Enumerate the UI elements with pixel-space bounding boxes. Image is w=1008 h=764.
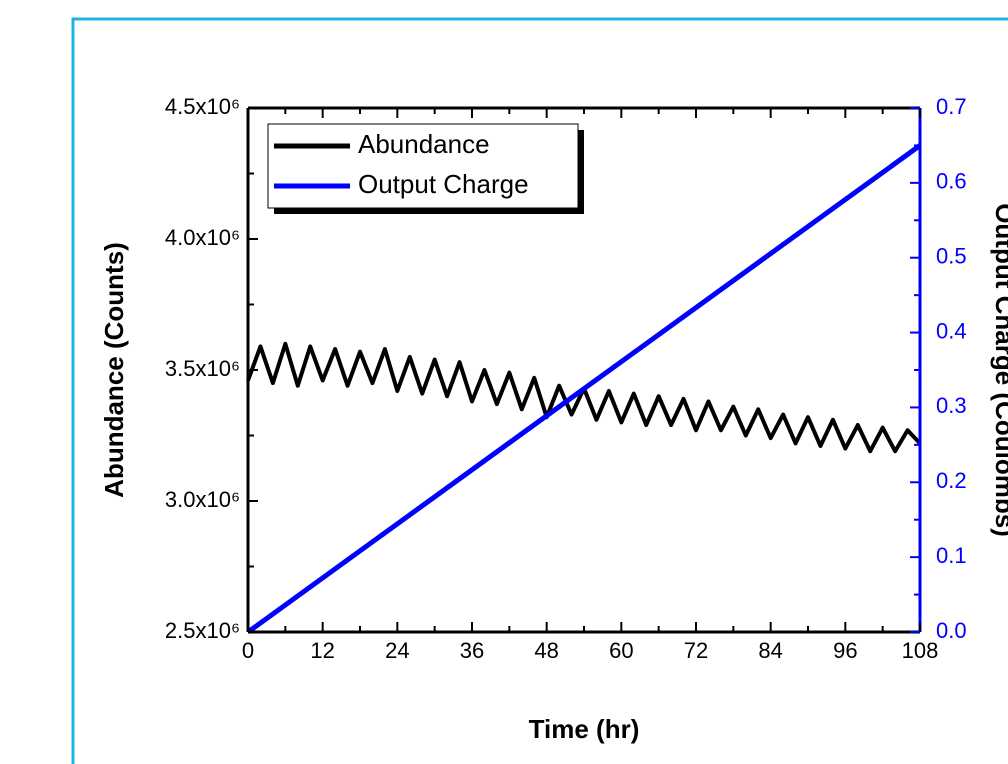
x-tick-label: 48 [534,638,558,663]
x-tick-label: 36 [460,638,484,663]
data-line [246,341,922,454]
y-tick-label: 3.0x10⁶ [165,487,240,512]
x-tick-label: 108 [902,638,939,663]
y2-tick-label: 0.4 [936,318,967,343]
y-tick-label: 2.5x10⁶ [165,618,240,643]
x-tick-label: 24 [385,638,409,663]
y2-axis-label: Output Charge (Coulombs) [990,203,1008,537]
y2-tick-label: 0.7 [936,94,967,119]
y-axis-label: Abundance (Counts) [99,242,129,498]
y2-tick-label: 0.6 [936,169,967,194]
y2-tick-label: 0.5 [936,244,967,269]
y2-tick-label: 0.1 [936,543,967,568]
x-tick-label: 12 [310,638,334,663]
x-tick-label: 84 [758,638,782,663]
x-tick-label: 60 [609,638,633,663]
x-tick-label: 96 [833,638,857,663]
y2-tick-label: 0.3 [936,393,967,418]
legend-label: Abundance [358,129,490,159]
x-tick-label: 72 [684,638,708,663]
legend-box [267,123,579,209]
x-tick-label: 0 [242,638,254,663]
data-line [246,143,922,635]
y-tick-label: 4.0x10⁶ [165,225,240,250]
y-tick-label: 4.5x10⁶ [165,94,240,119]
y-tick-label: 3.5x10⁶ [165,356,240,381]
legend-label: Output Charge [358,169,529,199]
y2-tick-label: 0.2 [936,468,967,493]
y2-tick-label: 0.0 [936,618,967,643]
frame [71,17,1008,764]
x-axis-label: Time (hr) [529,714,640,744]
